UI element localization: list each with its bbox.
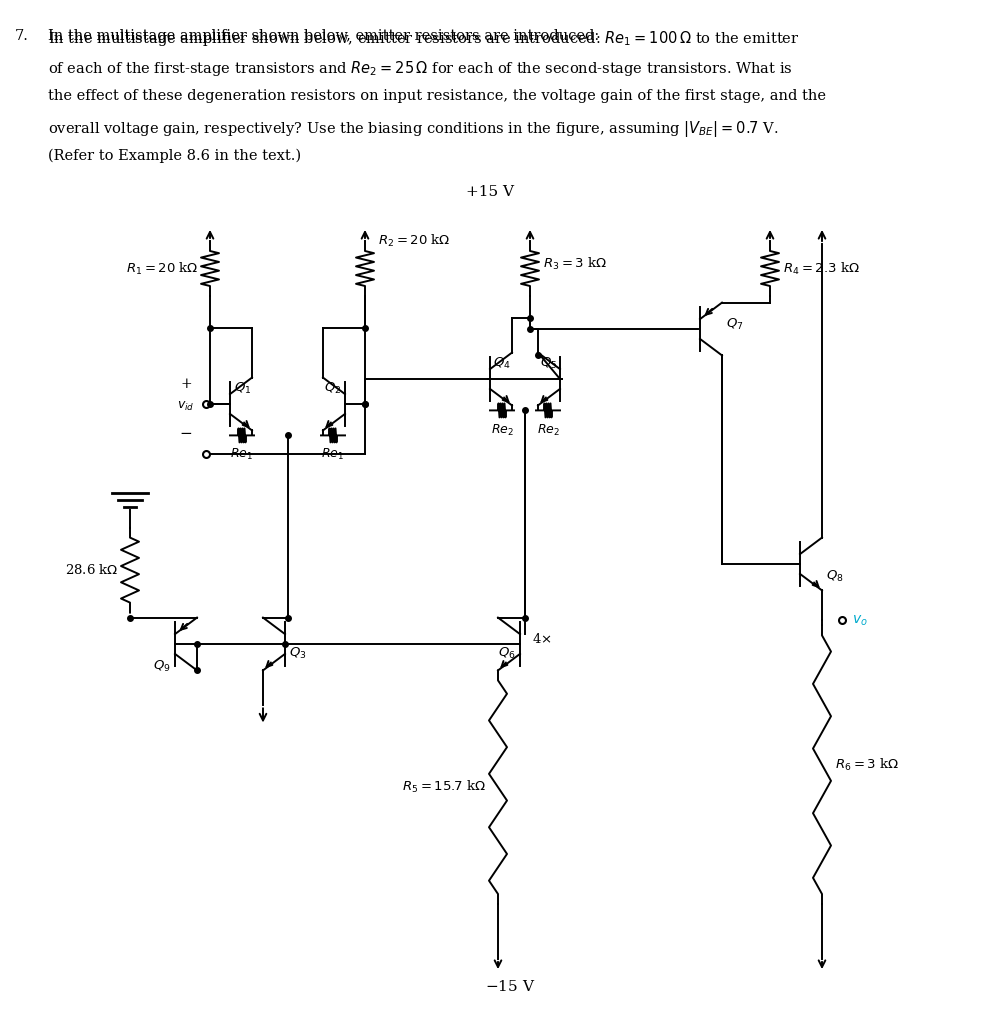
Text: $Q_4$: $Q_4$ (493, 356, 511, 371)
Text: $Re_2$: $Re_2$ (490, 422, 513, 437)
Text: 7.: 7. (15, 29, 28, 43)
Text: $Q_5$: $Q_5$ (540, 356, 557, 371)
Text: 28.6 k$\Omega$: 28.6 k$\Omega$ (65, 563, 118, 578)
Text: overall voltage gain, respectively? Use the biasing conditions in the figure, as: overall voltage gain, respectively? Use … (48, 119, 778, 139)
Text: $Re_1$: $Re_1$ (231, 447, 253, 463)
Text: $R_4 = 2.3$ k$\Omega$: $R_4 = 2.3$ k$\Omega$ (783, 260, 859, 276)
Text: In the multistage amplifier shown below, emitter resistors are introduced: $Re_1: In the multistage amplifier shown below,… (48, 29, 800, 48)
Text: $Q_8$: $Q_8$ (826, 569, 844, 584)
Text: (Refer to Example 8.6 in the text.): (Refer to Example 8.6 in the text.) (48, 150, 301, 164)
Text: +: + (181, 377, 192, 391)
Text: $Q_2$: $Q_2$ (324, 381, 341, 396)
Text: $R_2 = 20$ k$\Omega$: $R_2 = 20$ k$\Omega$ (378, 233, 450, 249)
Text: $Q_7$: $Q_7$ (726, 316, 744, 332)
Text: $v_o$: $v_o$ (852, 613, 868, 628)
Text: In the multistage amplifier shown below, emitter resistors are introduced:: In the multistage amplifier shown below,… (48, 29, 604, 43)
Text: $R_6 = 3$ k$\Omega$: $R_6 = 3$ k$\Omega$ (835, 757, 899, 773)
Text: $Q_1$: $Q_1$ (234, 381, 251, 396)
Text: $R_5 = 15.7$ k$\Omega$: $R_5 = 15.7$ k$\Omega$ (402, 779, 486, 796)
Text: $-$15 V: $-$15 V (485, 979, 535, 994)
Text: $v_{id}$: $v_{id}$ (178, 399, 194, 413)
Text: 4$\times$: 4$\times$ (532, 632, 551, 646)
Text: $Q_6$: $Q_6$ (498, 646, 516, 662)
Text: $-$: $-$ (180, 425, 192, 439)
Text: $Q_3$: $Q_3$ (289, 646, 306, 662)
Text: $Q_9$: $Q_9$ (153, 659, 171, 674)
Text: $Re_1$: $Re_1$ (322, 447, 344, 463)
Text: of each of the first-stage transistors and $Re_2 = 25\,\Omega$ for each of the s: of each of the first-stage transistors a… (48, 59, 793, 78)
Text: +15 V: +15 V (466, 185, 514, 199)
Text: $R_1 = 20$ k$\Omega$: $R_1 = 20$ k$\Omega$ (126, 260, 198, 276)
Text: $R_3 = 3$ k$\Omega$: $R_3 = 3$ k$\Omega$ (543, 255, 607, 271)
Text: $Re_2$: $Re_2$ (537, 422, 559, 437)
Text: the effect of these degeneration resistors on input resistance, the voltage gain: the effect of these degeneration resisto… (48, 89, 826, 103)
